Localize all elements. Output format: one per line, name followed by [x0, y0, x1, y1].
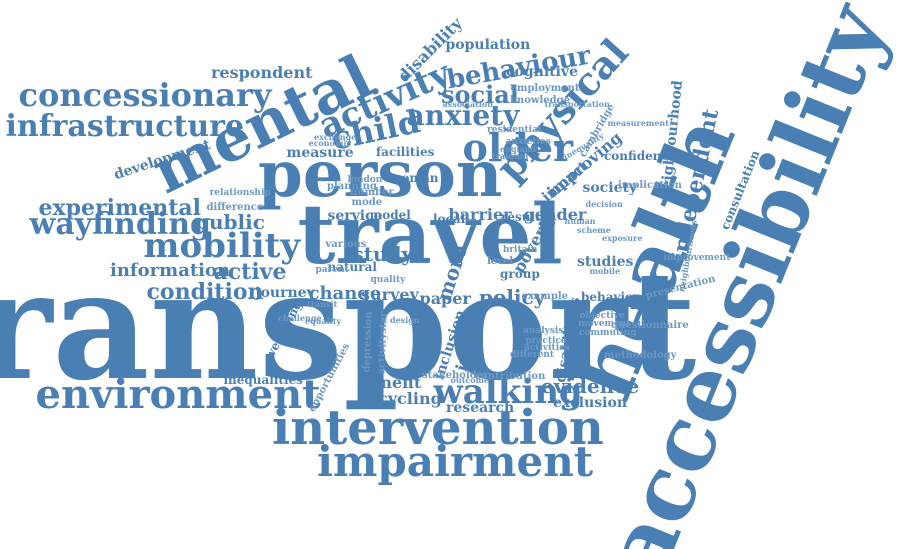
- cloud-word: planning: [327, 181, 377, 192]
- cloud-word: britain: [503, 244, 538, 255]
- cloud-word: anxiety: [406, 99, 520, 132]
- cloud-word: intervention: [272, 400, 604, 456]
- cloud-word: equality: [305, 316, 342, 326]
- cloud-word: employment: [510, 83, 580, 94]
- cloud-word: scheme: [577, 225, 611, 235]
- cloud-word: objective: [579, 310, 625, 321]
- cloud-word: example: [521, 291, 569, 302]
- cloud-word: different: [510, 349, 554, 360]
- cloud-word: confidence: [604, 149, 677, 163]
- cloud-word: analysis: [523, 325, 564, 336]
- cloud-word: model: [369, 208, 411, 222]
- cloud-word: research: [446, 400, 515, 416]
- cloud-word: stakeholder: [422, 370, 489, 381]
- cloud-word: transport: [0, 238, 697, 414]
- cloud-word: paper: [419, 289, 471, 308]
- cloud-word: social: [441, 80, 519, 109]
- cloud-word: studies: [577, 254, 634, 270]
- cloud-word: person: [258, 137, 503, 212]
- cloud-word: active: [213, 259, 287, 285]
- cloud-word: behavior: [581, 290, 640, 304]
- cloud-word: transportation: [544, 99, 610, 109]
- cloud-word: difference: [206, 202, 264, 213]
- cloud-word: impairment: [317, 437, 594, 486]
- cloud-word: result: [501, 210, 541, 224]
- cloud-word: contribution: [475, 371, 546, 382]
- cloud-word: study: [352, 242, 414, 266]
- cloud-word: woman: [391, 171, 439, 185]
- cloud-word: association: [442, 99, 494, 109]
- cloud-word: concessionary: [18, 76, 272, 114]
- cloud-word: older: [462, 125, 574, 170]
- cloud-word: information: [110, 260, 231, 281]
- cloud-word: various: [325, 239, 367, 250]
- cloud-word: population: [445, 37, 531, 53]
- cloud-word: service: [327, 208, 383, 224]
- cloud-word: practice: [525, 335, 567, 346]
- cloud-word: exclusion: [553, 395, 627, 411]
- cloud-word: number: [350, 187, 394, 198]
- cloud-word: cycling: [378, 389, 442, 408]
- cloud-word: measurement: [607, 118, 669, 128]
- cloud-word: condition: [146, 279, 264, 305]
- cloud-word: questionnaire: [611, 320, 689, 331]
- cloud-word: evidence: [541, 374, 640, 398]
- cloud-word: depression: [360, 311, 375, 373]
- cloud-word: activities: [524, 342, 570, 353]
- cloud-word: human: [564, 216, 596, 226]
- cloud-word: mobility: [143, 226, 301, 266]
- cloud-word: barrier: [448, 205, 512, 224]
- cloud-word: experimental: [38, 195, 202, 221]
- cloud-word: movement: [578, 318, 631, 329]
- cloud-word: implication: [618, 180, 682, 191]
- cloud-word: survey: [361, 285, 419, 304]
- cloud-word: measure: [286, 145, 354, 161]
- cloud-word: level: [487, 256, 514, 267]
- cloud-word: walking: [433, 372, 583, 412]
- cloud-word: infrastructure: [5, 109, 245, 144]
- cloud-word: local: [433, 212, 466, 226]
- cloud-word: residential: [487, 124, 542, 135]
- cloud-word: policy: [479, 285, 546, 309]
- cloud-word: relationship: [209, 187, 271, 198]
- cloud-word: cognitive: [506, 64, 578, 80]
- cloud-word: mobile: [589, 266, 621, 276]
- cloud-word: economic: [308, 138, 352, 148]
- cloud-word: wayfinding: [29, 207, 211, 242]
- cloud-word: improvement: [663, 252, 731, 263]
- cloud-word: training: [492, 151, 529, 161]
- cloud-word: outcome: [450, 375, 490, 385]
- cloud-word: group: [500, 267, 540, 281]
- cloud-word: decision: [585, 199, 623, 209]
- cloud-word: society: [582, 180, 638, 196]
- cloud-word: london: [347, 174, 383, 185]
- cloud-word: anxieties: [505, 136, 551, 147]
- cloud-word: england: [500, 144, 537, 154]
- cloud-word: benefit: [359, 373, 422, 392]
- cloud-word: methodology: [604, 350, 677, 361]
- cloud-word: journey: [255, 285, 315, 301]
- cloud-word: travel: [297, 187, 563, 283]
- cloud-word: public: [195, 210, 265, 234]
- cloud-word: gender: [523, 205, 587, 224]
- cloud-word: activitystar: [375, 311, 390, 375]
- cloud-word: transit: [307, 299, 338, 309]
- cloud-word: change: [308, 283, 382, 304]
- cloud-word: inequalities: [223, 373, 303, 387]
- cloud-word: commuting: [579, 327, 637, 338]
- cloud-word: natural: [327, 260, 377, 274]
- cloud-word: facilities: [376, 145, 435, 159]
- cloud-word: challenge: [278, 313, 322, 323]
- cloud-word: mode: [351, 197, 383, 208]
- cloud-word: parent: [315, 264, 349, 275]
- cloud-word: exchange: [314, 132, 357, 142]
- cloud-word: design: [390, 315, 420, 325]
- cloud-word: knowledge: [510, 95, 570, 106]
- cloud-word: environment: [35, 371, 321, 418]
- cloud-word: quality: [370, 274, 406, 285]
- cloud-word: exposure: [602, 233, 643, 243]
- cloud-word: respondent: [211, 63, 313, 82]
